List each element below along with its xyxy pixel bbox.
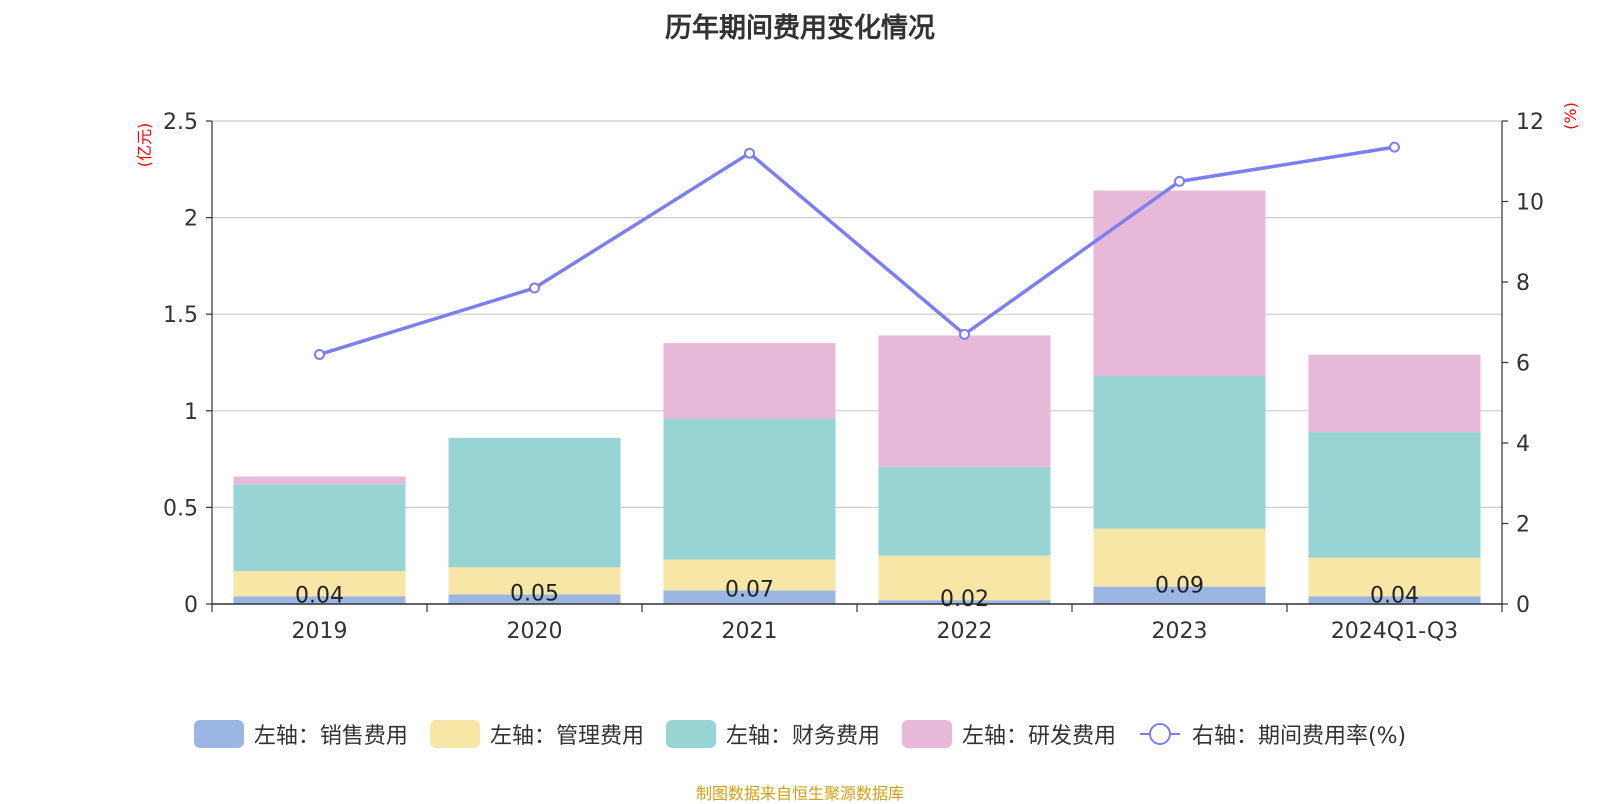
legend-label: 左轴：财务费用 <box>725 724 880 749</box>
bar-data-label: 0.09 <box>1155 574 1204 599</box>
line-series <box>318 145 1395 357</box>
legend-item[interactable]: 左轴：销售费用 <box>193 718 408 750</box>
right-tick-label: 8 <box>1516 271 1530 296</box>
legend-swatch <box>429 720 480 748</box>
left-tick-label: 1.5 <box>163 303 198 328</box>
left-tick-label: 2 <box>184 207 198 232</box>
line-point <box>1389 141 1400 153</box>
legend-item[interactable]: 右轴：期间费用率(%) <box>1138 718 1406 750</box>
bar-data-label: 0.02 <box>940 587 989 612</box>
bar-segment <box>663 418 836 560</box>
right-tick-label: 6 <box>1516 352 1530 377</box>
line-point <box>744 147 755 159</box>
bar-segment <box>878 335 1051 467</box>
left-tick-label: 2.5 <box>163 110 198 135</box>
bar-segment <box>663 343 836 419</box>
x-tick-label: 2021 <box>722 619 778 644</box>
bar-segment <box>233 476 406 485</box>
bar-data-label: 0.07 <box>725 577 774 602</box>
bar-data-label: 0.05 <box>510 581 559 606</box>
legend-item[interactable]: 左轴：管理费用 <box>429 718 644 750</box>
right-tick-label: 4 <box>1516 432 1530 457</box>
left-axis-unit: (亿元) <box>135 123 154 168</box>
bar-segment <box>878 600 1051 604</box>
chart-title: 历年期间费用变化情况 <box>665 13 935 44</box>
chart-plot: 0 0.5 1 1.5 2 2.5 0 2 4 6 8 10 12 (亿元) (%) 2019 2020 2021… <box>135 102 1580 644</box>
x-tick-label: 2019 <box>292 619 348 644</box>
x-tick-label: 2023 <box>1152 619 1208 644</box>
right-axis-unit: (%) <box>1561 102 1580 130</box>
bar-segment <box>1093 376 1266 529</box>
line-point <box>959 328 970 340</box>
left-tick-label: 0 <box>184 593 198 618</box>
legend-label: 左轴：销售费用 <box>253 724 408 749</box>
bar-segment <box>1093 586 1266 604</box>
bar-segment <box>233 596 406 604</box>
right-tick-label: 2 <box>1516 513 1530 538</box>
x-tick-label: 2024Q1-Q3 <box>1331 619 1458 644</box>
legend-label: 右轴：期间费用率(%) <box>1191 724 1407 749</box>
legend: 左轴：销售费用 左轴：管理费用 左轴：财务费用 左轴：研发费用 右轴：期间费用率(%) <box>0 718 1600 750</box>
bar-data-label: 0.04 <box>1370 583 1419 608</box>
bar-segment <box>663 559 836 591</box>
legend-line-marker <box>1139 723 1180 745</box>
bar-segment <box>1308 557 1481 597</box>
bar-segment <box>1308 354 1481 433</box>
legend-swatch <box>193 720 244 748</box>
line-point <box>529 282 540 294</box>
bar-segment <box>1308 432 1481 558</box>
legend-item[interactable]: 左轴：研发费用 <box>901 718 1116 750</box>
bar-segment <box>233 571 406 597</box>
x-tick-label: 2022 <box>937 619 993 644</box>
line-point <box>314 348 325 360</box>
right-tick-label: 0 <box>1516 593 1530 618</box>
legend-label: 左轴：管理费用 <box>489 724 644 749</box>
right-tick-label: 12 <box>1516 110 1544 135</box>
bar-segment <box>448 567 621 595</box>
x-tick-label: 2020 <box>507 619 563 644</box>
bar-segment <box>448 437 621 568</box>
left-tick-label: 0.5 <box>163 496 198 521</box>
legend-swatch <box>665 720 716 748</box>
bar-segment <box>1093 528 1266 587</box>
legend-swatch <box>901 720 952 748</box>
legend-item[interactable]: 左轴：财务费用 <box>665 718 880 750</box>
bar-segment <box>1093 190 1266 377</box>
right-tick-label: 10 <box>1516 191 1544 216</box>
line-point <box>1174 175 1185 187</box>
legend-label: 左轴：研发费用 <box>961 724 1116 749</box>
bar-segment <box>233 484 406 572</box>
bar-segment <box>878 466 1051 556</box>
source-note: 制图数据来自恒生聚源数据库 <box>695 784 904 803</box>
bar-segment <box>1308 596 1481 604</box>
bar-segment <box>878 555 1051 601</box>
left-tick-label: 1 <box>184 400 198 425</box>
bar-segment <box>448 594 621 604</box>
bar-segment <box>663 590 836 604</box>
bar-data-label: 0.04 <box>295 583 344 608</box>
